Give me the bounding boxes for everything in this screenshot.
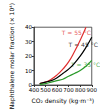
svg-text:T = 45 °C: T = 45 °C [68,41,98,48]
svg-text:800: 800 [75,87,86,93]
svg-text:30: 30 [25,39,32,45]
svg-text:Naphthalene molar fraction (×: Naphthalene molar fraction (× 10⁴) [8,3,16,109]
svg-text:900: 900 [87,87,98,93]
svg-text:20: 20 [25,53,32,59]
svg-text:T = 55 °C: T = 55 °C [61,29,91,36]
svg-text:400: 400 [29,87,40,93]
svg-text:0: 0 [28,82,32,88]
svg-text:600: 600 [52,87,63,93]
svg-text:700: 700 [63,87,74,93]
svg-text:500: 500 [40,87,51,93]
svg-text:10: 10 [25,68,32,74]
svg-text:40: 40 [25,24,32,30]
svg-text:CO₂ density (kg·m⁻³): CO₂ density (kg·m⁻³) [32,97,94,105]
